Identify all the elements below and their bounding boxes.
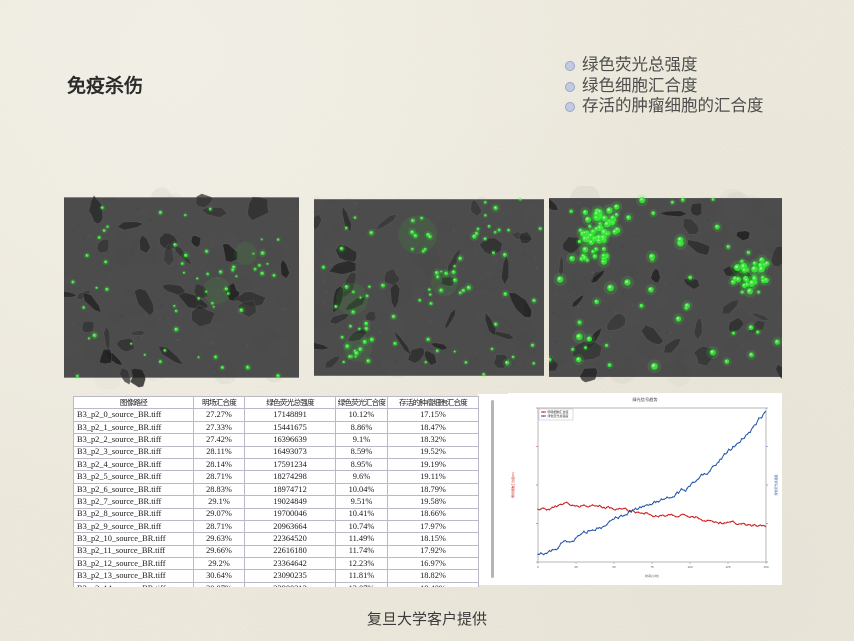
- svg-text:25: 25: [574, 565, 578, 569]
- svg-text:50: 50: [612, 565, 616, 569]
- svg-text:150: 150: [763, 565, 768, 569]
- svg-text:绿色荧光总强度: 绿色荧光总强度: [773, 474, 778, 495]
- svg-text:明场细胞汇合度(%): 明场细胞汇合度(%): [510, 472, 515, 498]
- svg-text:绿色荧光总强度: 绿色荧光总强度: [548, 413, 569, 418]
- svg-text:时间(小时): 时间(小时): [645, 573, 659, 578]
- svg-text:100: 100: [687, 565, 692, 569]
- svg-text:125: 125: [725, 565, 730, 569]
- svg-text:绿光信号趋势: 绿光信号趋势: [632, 396, 658, 403]
- svg-text:75: 75: [650, 565, 654, 569]
